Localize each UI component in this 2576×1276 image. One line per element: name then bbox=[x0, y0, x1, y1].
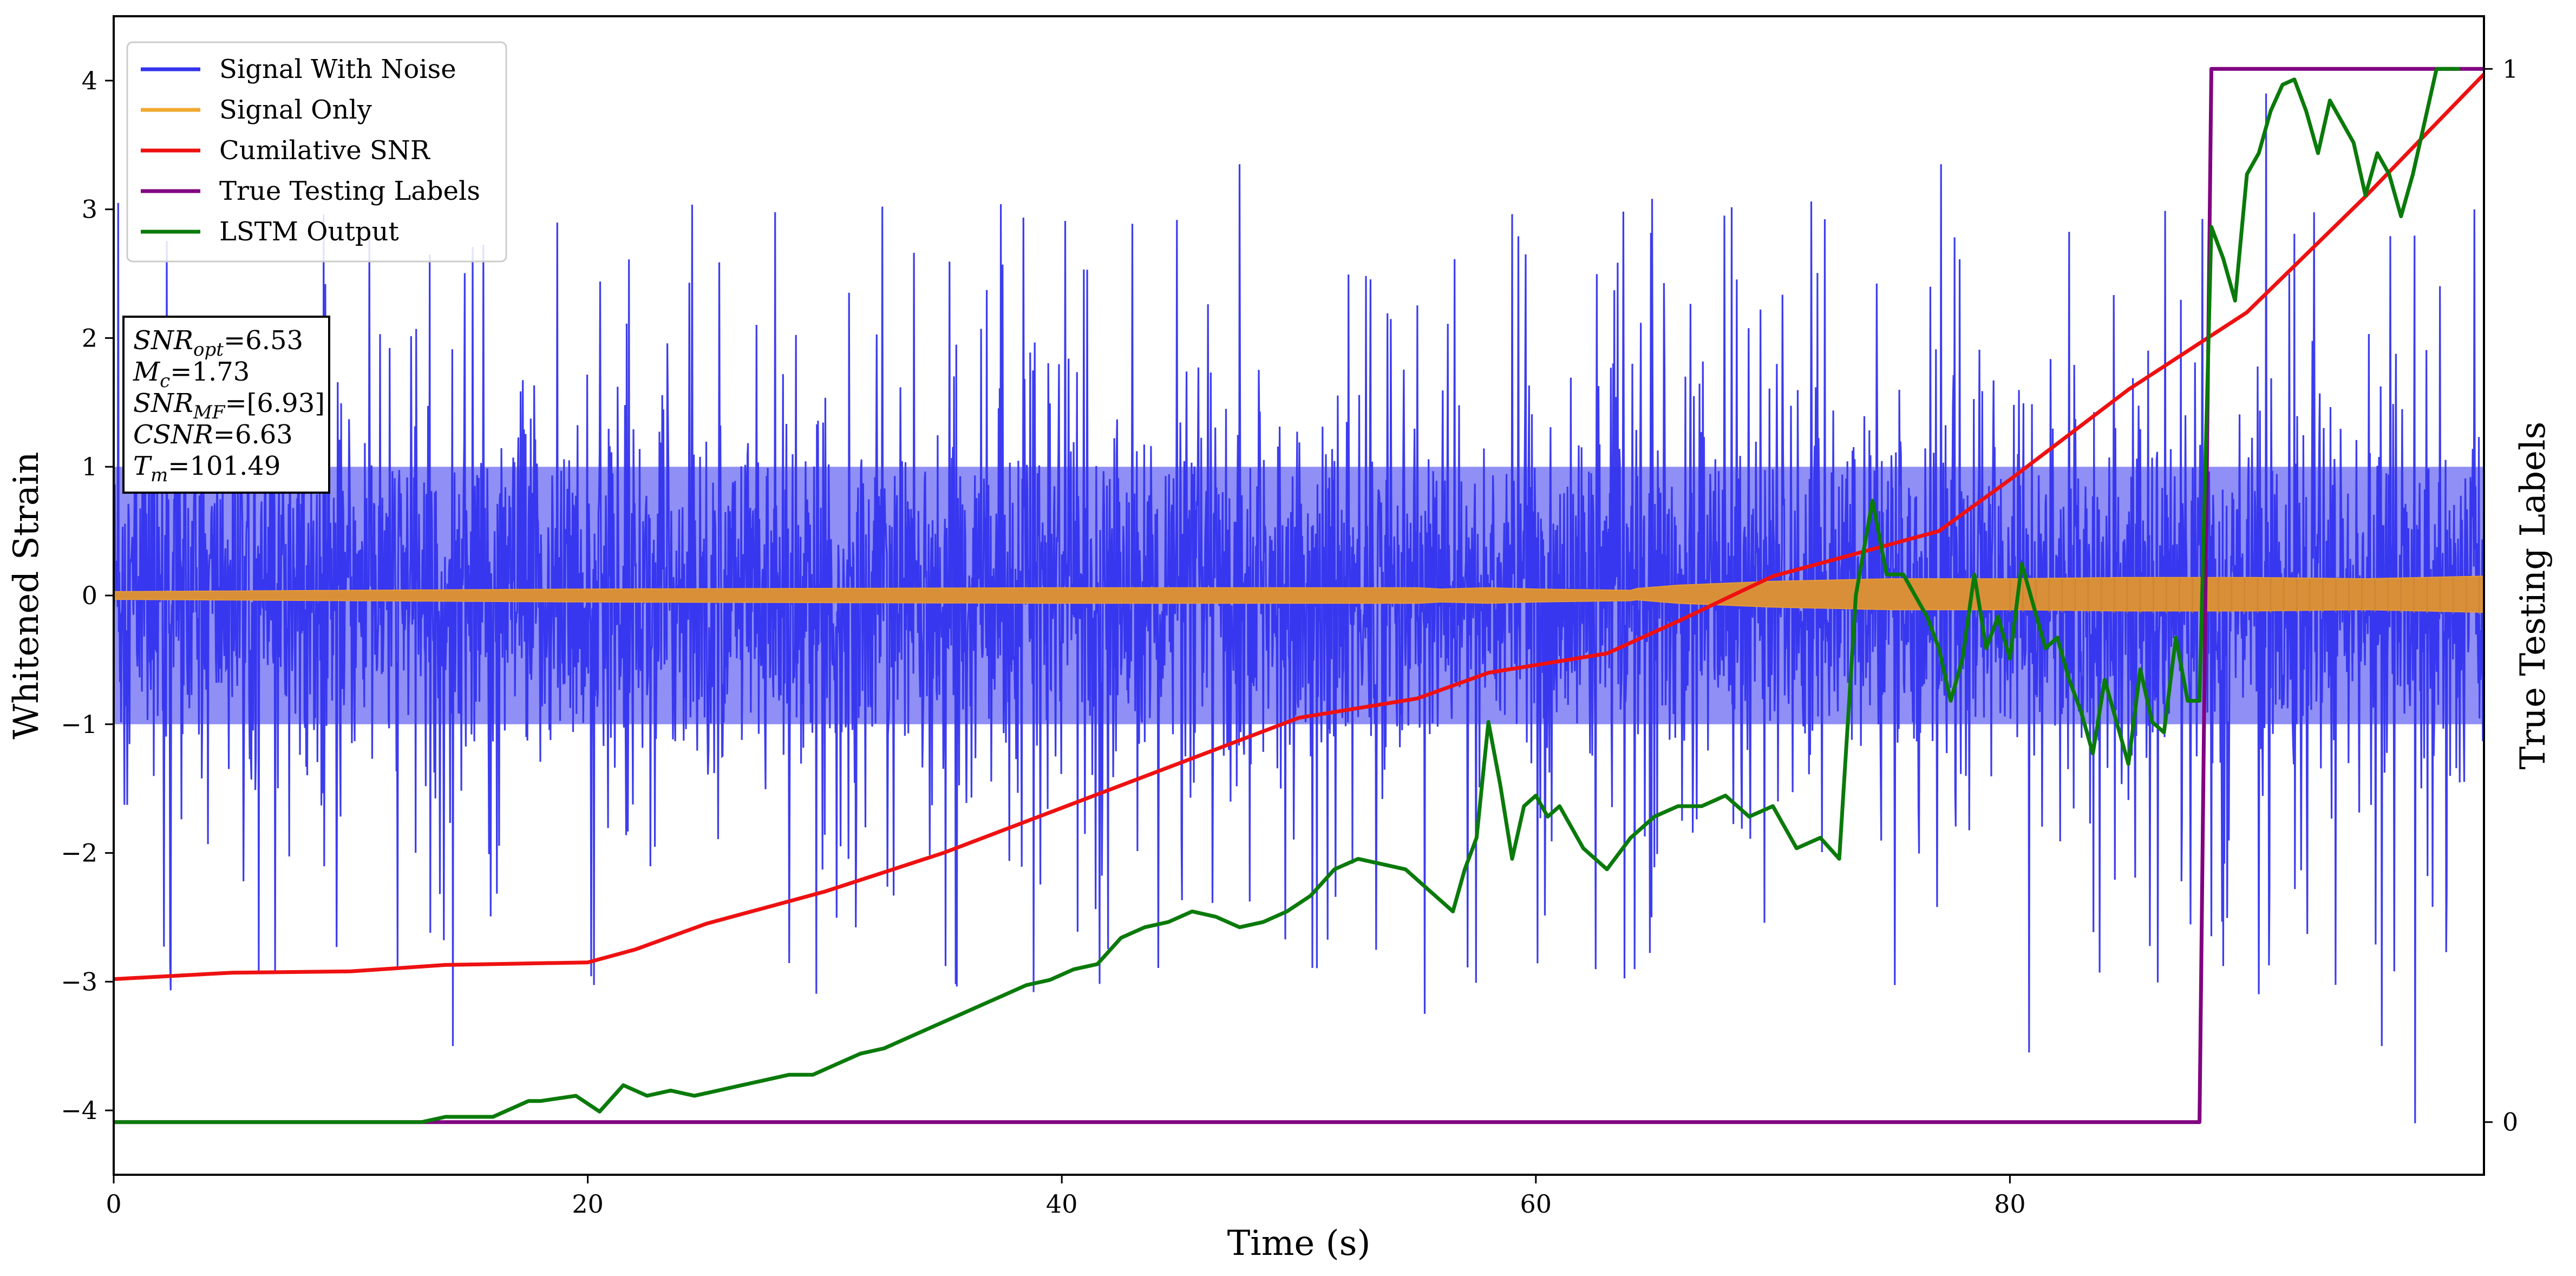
info-line: Tm=101.49 bbox=[133, 451, 280, 486]
y2-tick-label: 1 bbox=[2502, 54, 2518, 83]
x-axis-label: Time (s) bbox=[1227, 1223, 1371, 1264]
y-tick-label: −3 bbox=[61, 967, 97, 996]
info-line: SNRMF=[6.93] bbox=[133, 388, 325, 423]
legend-label: Signal Only bbox=[219, 95, 372, 125]
legend-frame bbox=[126, 41, 507, 263]
x-tick-label: 60 bbox=[1520, 1189, 1552, 1219]
x-tick-label: 0 bbox=[106, 1189, 121, 1219]
x-tick-label: 80 bbox=[1994, 1189, 2026, 1219]
y-tick-label: 4 bbox=[82, 66, 97, 95]
x-tick-label: 20 bbox=[572, 1189, 604, 1219]
cumilative-snr-line bbox=[114, 73, 2484, 981]
info-line: SNRopt=6.53 bbox=[133, 325, 303, 361]
info-line: CSNR=6.63 bbox=[133, 420, 293, 450]
legend-label: Signal With Noise bbox=[219, 54, 456, 84]
y-axis-right: 01 bbox=[2484, 54, 2518, 1137]
series-lines bbox=[114, 67, 2484, 1124]
x-axis: 0 20 40 60 80 bbox=[106, 1175, 2026, 1219]
signal-only-band bbox=[114, 575, 2484, 613]
y2-axis-label: True Testing Labels bbox=[2513, 422, 2553, 770]
series-signal-only bbox=[114, 575, 2484, 614]
y-axis-left: −4 −3 −2 −1 0 1 2 3 4 bbox=[61, 66, 114, 1125]
plot-area bbox=[114, 67, 2484, 1124]
y-tick-label: −4 bbox=[61, 1096, 97, 1125]
info-box: SNRopt=6.53Mc=1.73SNRMF=[6.93]CSNR=6.63T… bbox=[122, 316, 330, 494]
y-tick-label: 1 bbox=[82, 452, 97, 481]
y-tick-label: 3 bbox=[82, 195, 97, 224]
x-tick-label: 40 bbox=[1046, 1189, 1078, 1219]
y-tick-label: −1 bbox=[61, 710, 97, 739]
info-box-frame bbox=[122, 316, 330, 494]
y-tick-label: 2 bbox=[82, 323, 97, 352]
y-tick-label: −2 bbox=[61, 839, 97, 868]
y-tick-label: 0 bbox=[82, 581, 97, 610]
legend-label: True Testing Labels bbox=[219, 176, 480, 206]
true-testing-labels-line bbox=[114, 67, 2484, 1124]
legend: Signal With Noise Signal Only Cumilative S… bbox=[126, 41, 507, 263]
info-line: Mc=1.73 bbox=[133, 357, 250, 392]
y2-tick-label: 0 bbox=[2502, 1108, 2518, 1137]
y-axis-label: Whitened Strain bbox=[6, 451, 47, 739]
lstm-output-line bbox=[114, 67, 2461, 1124]
legend-label: Cumilative SNR bbox=[219, 135, 431, 166]
legend-label: LSTM Output bbox=[219, 217, 399, 247]
